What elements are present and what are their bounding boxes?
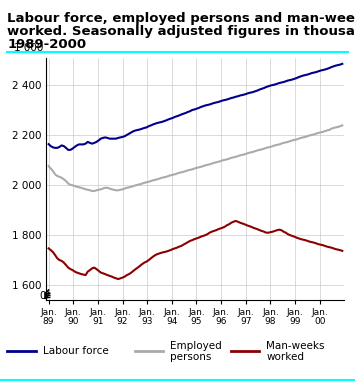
Text: Jan.: Jan. — [311, 308, 328, 317]
Text: Jan.: Jan. — [213, 308, 229, 317]
Text: Jan.: Jan. — [188, 308, 205, 317]
Text: Jan.: Jan. — [40, 308, 57, 317]
Text: Labour force: Labour force — [43, 346, 108, 356]
Text: Jan.: Jan. — [262, 308, 279, 317]
Text: Jan.: Jan. — [89, 308, 106, 317]
Text: Jan.: Jan. — [139, 308, 155, 317]
Text: Labour force, employed persons and man-weeks: Labour force, employed persons and man-w… — [7, 12, 355, 25]
Text: Jan.: Jan. — [237, 308, 254, 317]
Text: Man-weeks
worked: Man-weeks worked — [266, 341, 325, 362]
Text: 90: 90 — [67, 317, 79, 326]
Text: 99: 99 — [289, 317, 301, 326]
Text: 97: 97 — [240, 317, 252, 326]
Text: 95: 95 — [191, 317, 202, 326]
Text: Jan.: Jan. — [114, 308, 131, 317]
Text: 94: 94 — [166, 317, 178, 326]
Text: Employed
persons: Employed persons — [170, 341, 222, 362]
Text: Jan.: Jan. — [65, 308, 82, 317]
Text: Jan.: Jan. — [287, 308, 304, 317]
Text: 1989-2000: 1989-2000 — [7, 38, 86, 51]
Text: Jan.: Jan. — [163, 308, 180, 317]
Text: 89: 89 — [43, 317, 54, 326]
Text: 92: 92 — [117, 317, 128, 326]
Text: 1 000: 1 000 — [14, 43, 43, 53]
Text: 00: 00 — [314, 317, 326, 326]
Text: 98: 98 — [265, 317, 276, 326]
Text: 93: 93 — [141, 317, 153, 326]
Text: 0: 0 — [39, 291, 46, 301]
Text: 91: 91 — [92, 317, 104, 326]
Text: worked. Seasonally adjusted figures in thousands.: worked. Seasonally adjusted figures in t… — [7, 25, 355, 38]
Text: 96: 96 — [215, 317, 227, 326]
